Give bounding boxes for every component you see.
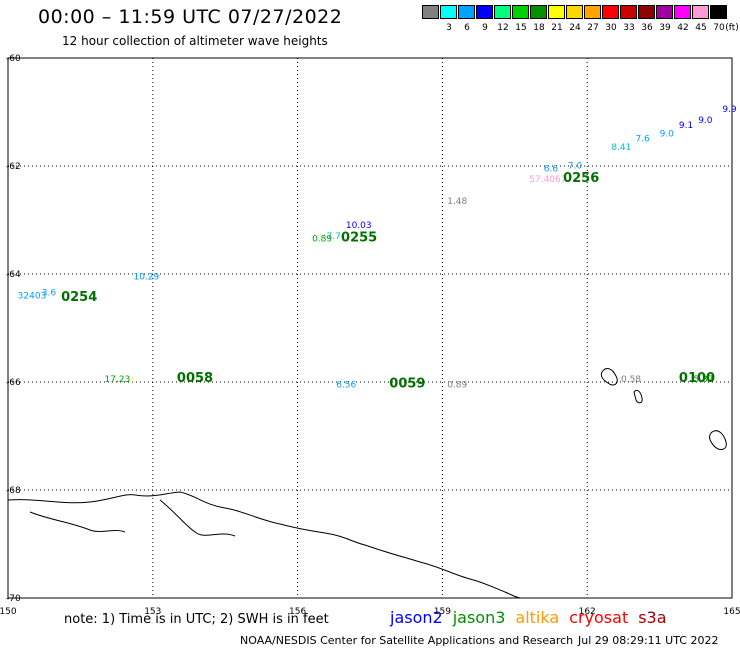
legend-swatch: [692, 5, 709, 19]
map-subtitle: 12 hour collection of altimeter wave hei…: [62, 34, 328, 48]
legend-swatch: [530, 5, 547, 19]
longitude-tick-label: 165: [723, 607, 740, 617]
wave-height-label: 0.89: [312, 235, 332, 245]
legend-swatch: [674, 5, 691, 19]
legend-label: 15: [515, 23, 527, 33]
longitude-tick-label: 150: [0, 607, 17, 617]
wave-height-label: 32403: [18, 291, 47, 301]
legend-label: 70: [713, 23, 725, 33]
legend-label: 36: [641, 23, 653, 33]
legend-label: 9: [482, 23, 488, 33]
legend-swatch: [584, 5, 601, 19]
legend-swatches: [422, 5, 728, 19]
wave-height-label: 9.9: [722, 105, 737, 115]
coastline: [7, 491, 521, 599]
wave-height-label: 7.7: [327, 232, 341, 242]
legend-swatch: [458, 5, 475, 19]
coastline-detail: [29, 511, 126, 533]
wave-height-label: 9.1: [679, 121, 693, 131]
legend-label: 42: [677, 23, 689, 33]
island: [709, 430, 727, 450]
observation-time-label: 0058: [177, 371, 213, 386]
wave-height-label: 0.89: [447, 380, 467, 390]
satellite-name: altika: [515, 608, 560, 627]
legend-label: 33: [623, 23, 635, 33]
observation-time-label: 0255: [341, 231, 377, 246]
legend-label: 24: [569, 23, 581, 33]
wave-height-label: 7.0: [568, 162, 583, 172]
wave-height-label: 9.0: [660, 129, 675, 139]
legend-swatch: [494, 5, 511, 19]
legend-labels: 3 6 9 12 15 18 21 24 27 30 33 36 39 42 45 70 (ft): [422, 23, 740, 35]
legend-swatch: [548, 5, 565, 19]
satellite-name: jason3: [452, 608, 506, 627]
map-frame: [7, 57, 733, 599]
legend-swatch: [476, 5, 493, 19]
wave-height-label: 10.03: [346, 221, 372, 231]
latitude-tick-label: -66: [6, 378, 21, 388]
legend-swatch: [602, 5, 619, 19]
observation-time-label: 0100: [679, 371, 715, 386]
legend-label: 12: [497, 23, 509, 33]
longitude-tick-label: 162: [579, 607, 596, 617]
legend-swatch: [422, 5, 439, 19]
wave-height-label: 0.58: [621, 375, 641, 385]
satellite-name: s3a: [638, 608, 667, 627]
latitude-tick-label: -68: [6, 486, 21, 496]
credit-text: NOAA/NESDIS Center for Satellite Applica…: [240, 634, 574, 647]
legend-unit: (ft): [725, 23, 739, 33]
island: [600, 368, 618, 386]
satellite-name: cryosat: [569, 608, 629, 627]
satellite-legend: jason2 jason3 altika cryosat s3a: [390, 608, 677, 627]
legend-swatch: [638, 5, 655, 19]
legend-label: 27: [587, 23, 599, 33]
footer-note: note: 1) Time is in UTC; 2) SWH is in fe…: [64, 612, 329, 627]
wave-height-label: 10.29: [133, 272, 159, 282]
legend-swatch: [566, 5, 583, 19]
wave-height-label: 57.4067: [529, 175, 566, 185]
legend-label: 3: [446, 23, 452, 33]
wave-height-label: :: [131, 375, 134, 385]
latitude-tick-label: -64: [6, 270, 21, 280]
legend-swatch: [440, 5, 457, 19]
legend-swatch: [512, 5, 529, 19]
legend-swatch: [656, 5, 673, 19]
legend-label: 6: [464, 23, 470, 33]
latitude-tick-label: -62: [6, 162, 21, 172]
observation-time-label: 0059: [389, 376, 425, 391]
longitude-tick-label: 156: [289, 607, 306, 617]
legend-label: 45: [695, 23, 707, 33]
wave-height-label: 8.41: [611, 143, 631, 153]
map-title: 00:00 – 11:59 UTC 07/27/2022: [38, 6, 343, 28]
generated-timestamp: Jul 29 08:29:11 UTC 2022: [578, 634, 719, 647]
observation-time-label: 0256: [563, 171, 599, 186]
wave-height-label: 7.6: [635, 135, 650, 145]
observation-time-label: 0254: [61, 290, 97, 305]
wave-height-label: 6.56: [336, 380, 356, 390]
legend-label: 21: [551, 23, 563, 33]
wave-height-label: 9.0: [698, 116, 713, 126]
latitude-tick-label: -70: [6, 594, 21, 604]
longitude-tick-label: 159: [434, 607, 451, 617]
wave-height-legend: 3 6 9 12 15 18 21 24 27 30 33 36 39 42 45 70 (ft): [422, 5, 739, 33]
wave-height-label: 1.48: [447, 197, 467, 207]
longitude-tick-label: 153: [144, 607, 161, 617]
wave-height-label: 6.6: [544, 164, 559, 174]
latitude-tick-label: -60: [6, 54, 21, 64]
legend-swatch: [710, 5, 727, 19]
legend-label: 30: [605, 23, 617, 33]
legend-swatch: [620, 5, 637, 19]
wave-height-label: 17.23: [105, 375, 131, 385]
island: [633, 389, 643, 404]
wave-height-label: 3.6: [42, 289, 57, 299]
satellite-name: jason2: [390, 608, 443, 627]
legend-label: 18: [533, 23, 545, 33]
coastline-detail: [159, 499, 236, 537]
wave-height-label: 5.37: [693, 375, 713, 385]
legend-label: 39: [659, 23, 671, 33]
